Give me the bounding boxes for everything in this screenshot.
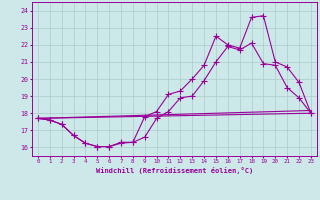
X-axis label: Windchill (Refroidissement éolien,°C): Windchill (Refroidissement éolien,°C) xyxy=(96,167,253,174)
